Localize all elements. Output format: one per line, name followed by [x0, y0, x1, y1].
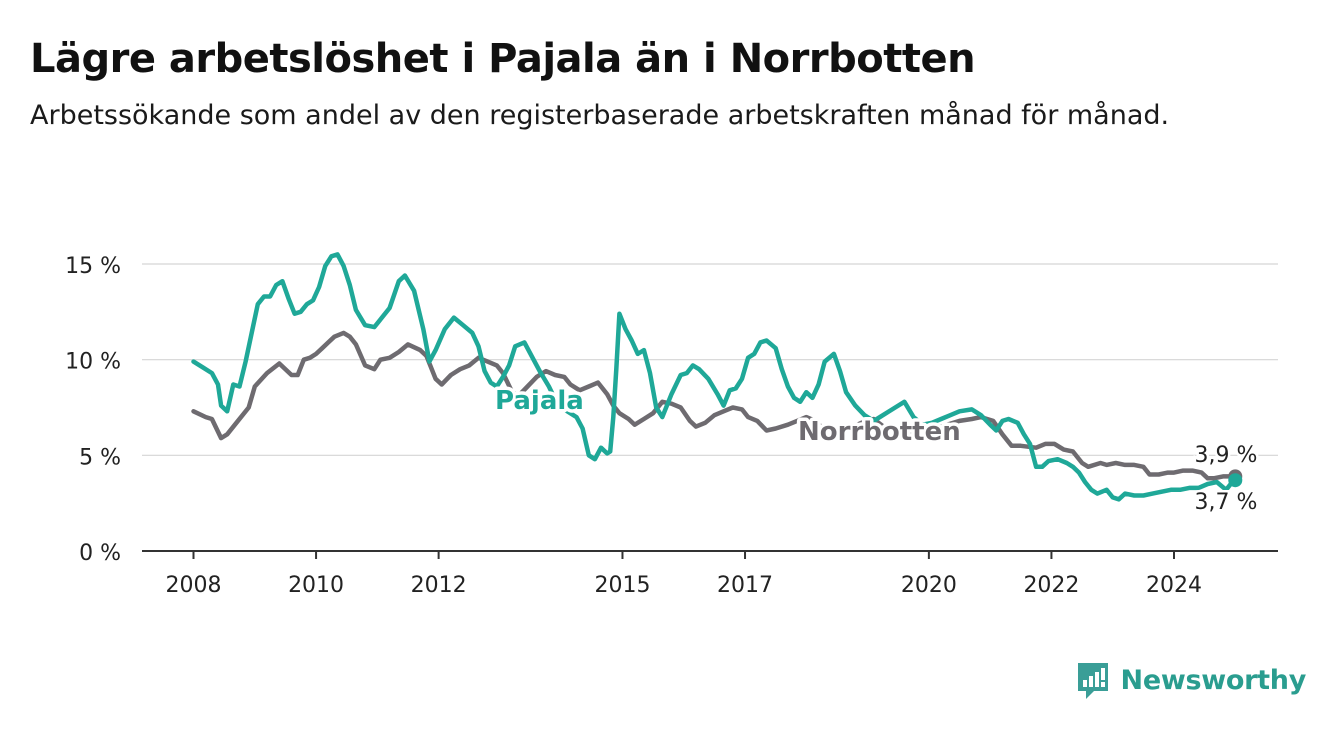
line-chart: 0 % 5 % 10 % 15 % 2008 2010 2012 2015 2017 2020 20… — [65, 252, 1278, 598]
x-tick-label: 2012 — [411, 573, 467, 598]
pajala-end-dot — [1228, 473, 1243, 488]
series-line-norrbotten — [191, 330, 1238, 481]
newsworthy-logo-icon — [1077, 663, 1108, 699]
chart-title: Lägre arbetslöshet i Pajala än i Norrbot… — [30, 36, 976, 82]
brand-name: Newsworthy — [1120, 664, 1307, 696]
y-tick-label: 10 % — [65, 350, 121, 375]
series-line-pajala — [191, 252, 1238, 502]
norrbotten-end-label: 3,9 % — [1195, 443, 1258, 468]
x-tick-label: 2020 — [901, 573, 957, 598]
x-tick-label: 2010 — [288, 573, 344, 598]
x-tick-label: 2022 — [1023, 573, 1079, 598]
series-label-norrbotten: Norrbotten — [798, 417, 961, 447]
x-tick-label: 2008 — [166, 573, 222, 598]
y-tick-label: 15 % — [65, 254, 121, 279]
series-label-pajala: Pajala — [495, 386, 584, 416]
x-tick-label: 2024 — [1146, 573, 1202, 598]
pajala-end-label: 3,7 % — [1195, 490, 1258, 515]
y-tick-label: 0 % — [79, 541, 121, 566]
newsworthy-brand: Newsworthy — [1075, 660, 1306, 700]
x-tick-label: 2017 — [717, 573, 773, 598]
chart-subtitle: Arbetssökande som andel av den registerb… — [30, 100, 1170, 131]
y-tick-label: 5 % — [79, 445, 121, 470]
x-tick-label: 2015 — [594, 573, 650, 598]
